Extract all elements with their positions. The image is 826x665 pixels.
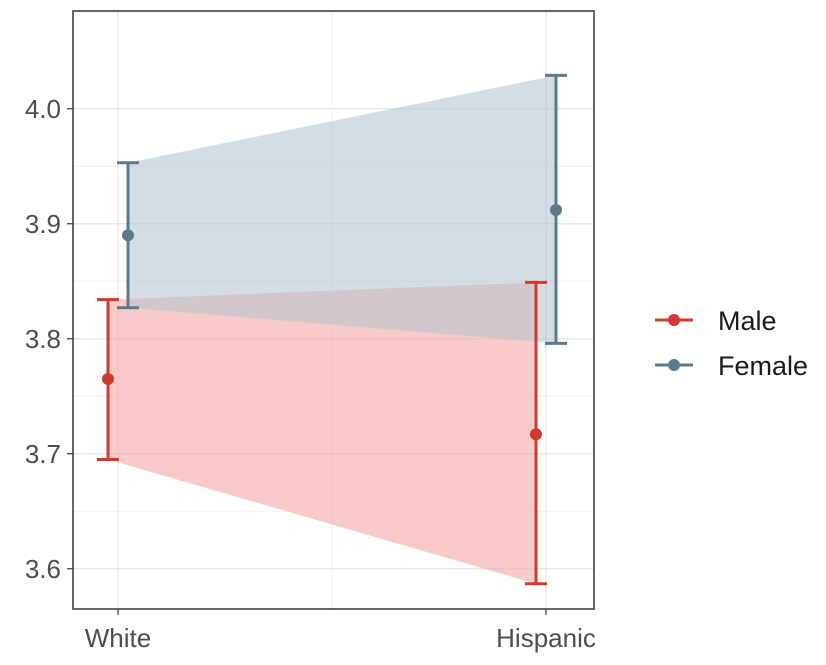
legend-label: Female [718,351,808,381]
ribbon-male [108,282,536,584]
ribbon-female [128,75,556,344]
mean-points [102,203,562,441]
x-tick-label: Hispanic [496,623,596,653]
y-tick-label: 3.8 [25,324,61,354]
legend-key-point [668,359,680,371]
y-tick-label: 3.9 [25,209,61,239]
legend: Male Female [655,306,808,381]
point-female [122,229,134,242]
y-tick-label: 4.0 [25,94,61,124]
y-tick-label: 3.6 [25,554,61,584]
panel-border [72,10,595,610]
point-male [102,373,114,385]
confidence-ribbons [108,75,556,584]
y-axis: 3.6 3.7 3.8 3.9 4.0 [25,94,73,584]
x-tick-label: White [85,623,151,653]
legend-item-female: Female [655,351,808,381]
legend-label: Male [718,306,777,336]
point-male [530,428,542,441]
x-axis: White Hispanic [85,609,596,653]
legend-item-male: Male [655,306,777,336]
legend-key-point [668,314,680,326]
point-female [550,203,562,216]
y-tick-label: 3.7 [25,439,61,469]
